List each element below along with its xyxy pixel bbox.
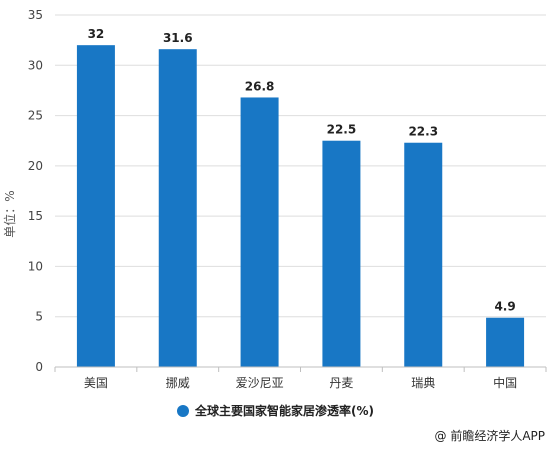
- y-tick-label: 25: [28, 109, 43, 123]
- data-label: 22.3: [408, 125, 438, 139]
- bar: [486, 317, 525, 367]
- x-tick-label: 中国: [493, 375, 517, 390]
- y-tick-label: 20: [28, 159, 43, 173]
- bar: [404, 142, 443, 367]
- y-tick-label: 30: [28, 58, 43, 72]
- bar: [158, 49, 197, 368]
- y-tick-label: 35: [28, 8, 43, 22]
- y-tick-label: 5: [35, 310, 43, 324]
- y-tick-label: 15: [28, 209, 43, 223]
- data-label: 32: [88, 27, 105, 41]
- y-axis-ticks: 0 5 10 15 20 25 30 35: [28, 8, 43, 374]
- bar: [76, 45, 115, 368]
- data-label: 31.6: [163, 31, 193, 45]
- y-tick-label: 10: [28, 259, 43, 273]
- x-axis-categories: 美国 挪威 爱沙尼亚 丹麦 瑞典 中国: [54, 367, 547, 390]
- bar: [240, 97, 279, 368]
- x-tick-label: 挪威: [166, 376, 190, 390]
- legend: 全球主要国家智能家居渗透率(%): [177, 403, 374, 418]
- data-labels: 32 31.6 26.8 22.5 22.3 4.9: [88, 27, 516, 314]
- bar: [322, 140, 361, 367]
- bars: [76, 45, 525, 368]
- data-label: 26.8: [245, 79, 275, 93]
- source-credit: @ 前瞻经济学人APP: [435, 428, 546, 443]
- gridlines: [55, 14, 546, 318]
- data-label: 22.5: [327, 123, 357, 137]
- x-tick-label: 瑞典: [411, 376, 435, 390]
- legend-marker: [177, 405, 189, 417]
- data-label: 4.9: [494, 300, 515, 314]
- x-tick-label: 丹麦: [329, 376, 353, 390]
- legend-label: 全球主要国家智能家居渗透率(%): [194, 403, 374, 418]
- y-axis-label: 单位：%: [2, 190, 17, 237]
- x-tick-label: 美国: [84, 376, 108, 390]
- x-tick-label: 爱沙尼亚: [236, 376, 284, 390]
- y-tick-label: 0: [35, 360, 43, 374]
